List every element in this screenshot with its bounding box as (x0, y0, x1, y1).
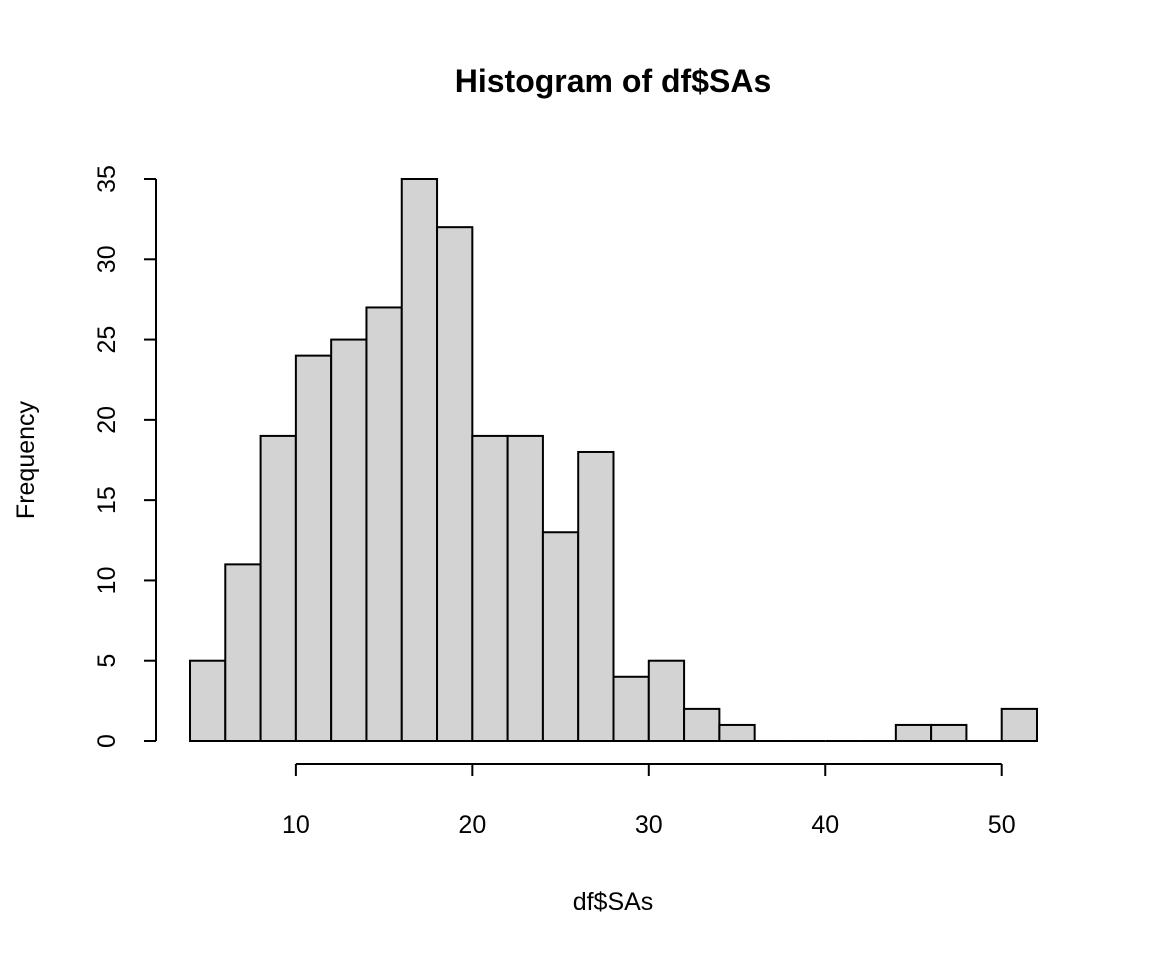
y-tick-label: 10 (93, 567, 121, 595)
x-axis: 10 20 30 40 50 (282, 763, 1016, 839)
histogram-bar (612, 675, 650, 742)
y-tick-label: 5 (93, 654, 121, 668)
y-tick-label: 15 (93, 486, 121, 514)
histogram-bar (541, 531, 580, 742)
x-axis-label: df$SAs (573, 888, 654, 916)
histogram-bar (365, 306, 403, 742)
histogram-bar (400, 178, 439, 742)
histogram-bar (259, 434, 297, 742)
x-tick-label: 50 (988, 811, 1016, 839)
histogram-bar (683, 707, 721, 743)
x-tick-label: 10 (282, 811, 310, 839)
histogram-bar (294, 354, 333, 742)
histogram-bar (506, 434, 544, 742)
histogram-bar (189, 659, 227, 743)
x-tick-label: 20 (458, 811, 486, 839)
histogram-bar (1000, 707, 1038, 743)
y-tick-label: 30 (93, 245, 121, 273)
histogram-bar (224, 563, 262, 742)
y-axis-label: Frequency (12, 400, 40, 519)
y-tick-label: 20 (93, 406, 121, 434)
bars-group (189, 178, 1038, 743)
y-tick-label: 0 (93, 734, 121, 748)
y-axis: 0 5 10 15 20 25 30 35 (93, 165, 157, 748)
histogram-bar (930, 723, 968, 743)
x-tick-label: 40 (811, 811, 839, 839)
y-tick-label: 35 (93, 165, 121, 193)
histogram-bar (894, 723, 933, 743)
chart-title: Histogram of df$SAs (455, 63, 771, 99)
histogram-bar (577, 450, 615, 742)
y-tick-label: 25 (93, 326, 121, 354)
x-tick-label: 30 (635, 811, 663, 839)
histogram-bar (436, 226, 474, 742)
histogram-bar (718, 723, 756, 743)
histogram-bar (330, 338, 368, 742)
histogram-bar (471, 434, 509, 742)
histogram-bar (647, 659, 686, 743)
